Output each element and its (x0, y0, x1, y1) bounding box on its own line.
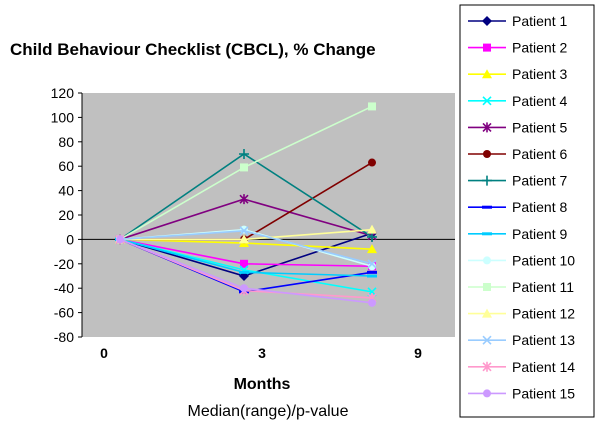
y-tick-label: -40 (54, 280, 74, 296)
legend-label: Patient 7 (512, 173, 567, 189)
legend-entry: Patient 11 (468, 279, 574, 295)
y-tick-label: 20 (58, 207, 74, 223)
legend-marker (483, 389, 491, 398)
plot-area (82, 93, 455, 337)
legend-entry: Patient 14 (468, 359, 575, 375)
legend-label: Patient 3 (512, 66, 567, 82)
y-axis: 120 100 80 60 40 20 0 -20 -40 -60 -80 (51, 85, 83, 345)
legend: Patient 1 Patient 2 Patient 3 Patient 4 Pati… (459, 4, 595, 418)
data-point (368, 102, 376, 111)
legend-label: Patient 5 (512, 119, 567, 135)
data-point (367, 259, 377, 269)
chart-title: Child Behaviour Checklist (CBCL), % Chan… (10, 40, 376, 59)
series-layer (115, 102, 377, 307)
legend-marker (482, 308, 492, 318)
data-point (368, 158, 376, 167)
legend-entry: Patient 4 (468, 93, 567, 109)
legend-marker (482, 361, 492, 372)
y-tick-label: 60 (58, 158, 74, 174)
legend-marker (483, 43, 491, 52)
legend-label: Patient 2 (512, 40, 567, 56)
legend-entry: Patient 2 (468, 40, 567, 56)
legend-label: Patient 10 (512, 252, 575, 268)
legend-marker (482, 96, 492, 106)
data-point (240, 225, 248, 234)
legend-label: Patient 13 (512, 332, 575, 348)
legend-marker (482, 205, 492, 209)
legend-label: Patient 9 (512, 226, 567, 242)
legend-entry: Patient 8 (468, 199, 567, 215)
data-point (367, 224, 377, 234)
data-point (240, 259, 248, 268)
legend-entry: Patient 3 (468, 66, 567, 82)
data-point (240, 163, 248, 172)
data-point (240, 284, 248, 293)
legend-entry: Patient 13 (468, 332, 575, 348)
legend-marker (483, 256, 491, 265)
legend-entry: Patient 12 (468, 306, 575, 322)
legend-marker (482, 16, 492, 26)
legend-entry: Patient 9 (468, 226, 567, 242)
y-tick-label: -60 (54, 305, 74, 321)
series-15 (116, 235, 376, 307)
data-point (116, 235, 124, 244)
x-tick-label: 3 (258, 345, 266, 361)
legend-label: Patient 12 (512, 306, 575, 322)
y-tick-label: 100 (51, 109, 75, 125)
y-tick-label: -20 (54, 256, 74, 272)
legend-entry: Patient 15 (468, 385, 575, 401)
y-tick-label: -80 (54, 329, 74, 345)
y-tick-label: 120 (51, 85, 75, 101)
legend-marker (482, 335, 492, 345)
legend-label: Patient 15 (512, 385, 575, 401)
x-tick-label: 0 (100, 345, 108, 361)
legend-label: Patient 6 (512, 146, 567, 162)
legend-label: Patient 8 (512, 199, 567, 215)
data-point (239, 149, 249, 159)
legend-marker (482, 69, 492, 79)
data-point (367, 244, 377, 254)
x-axis-label: Months (234, 376, 291, 393)
legend-marker (483, 150, 491, 158)
legend-label: Patient 14 (512, 359, 575, 375)
y-tick-label: 80 (58, 134, 74, 150)
y-tick-label: 0 (66, 231, 74, 247)
legend-entry: Patient 10 (468, 252, 575, 268)
data-point (239, 226, 249, 236)
data-point (239, 234, 249, 244)
data-point (367, 274, 377, 278)
chart-subtitle: Median(range)/p-value (188, 403, 349, 420)
data-point (368, 262, 376, 271)
legend-marker (483, 283, 491, 291)
legend-entry: Patient 7 (468, 173, 567, 189)
data-point (368, 298, 376, 307)
legend-label: Patient 1 (512, 13, 567, 29)
legend-marker (482, 122, 492, 133)
legend-entry: Patient 6 (468, 146, 567, 162)
legend-entry: Patient 5 (468, 119, 567, 135)
legend-marker (482, 232, 492, 236)
legend-label: Patient 11 (512, 279, 574, 295)
legend-marker (482, 175, 492, 186)
data-point (239, 270, 249, 274)
y-tick-label: 40 (58, 183, 74, 199)
data-point (367, 270, 377, 274)
legend-entry: Patient 1 (468, 13, 567, 29)
data-point (239, 194, 249, 205)
legend-label: Patient 4 (512, 93, 567, 109)
x-tick-label: 9 (414, 345, 422, 361)
